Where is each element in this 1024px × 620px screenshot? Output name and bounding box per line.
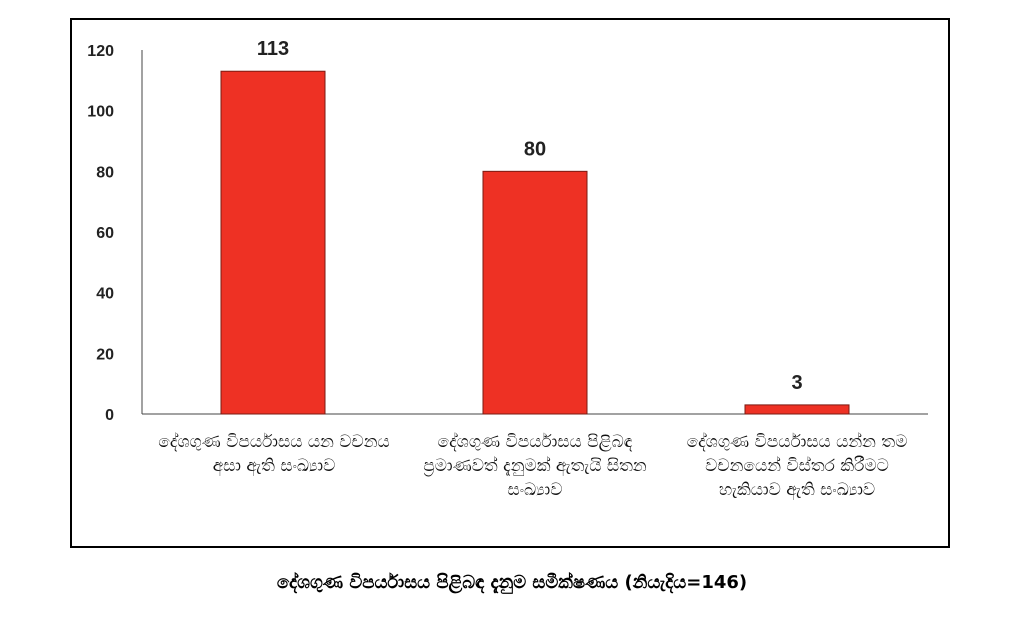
x-category-label-2: දේශගුණ විපර්යාසය පිළිබඳ ප්‍රමාණවත් දැනුම… [423,432,647,500]
bar-2 [482,170,588,415]
bar-1 [220,70,326,415]
chart-frame: 0 20 40 60 80 100 120 113 80 3 දේශගුණ විපර්යාසය ය… [70,18,950,548]
y-tick-label-0: 0 [105,407,114,424]
x-category-label-3: දේශගුණ විපර්යාසය යන්න තම වචනයෙන් විස්තර … [686,432,908,500]
data-label-3: 3 [791,372,802,394]
data-label-2: 80 [524,138,546,160]
y-tick-label-40: 40 [96,286,114,303]
bar-chart: 0 20 40 60 80 100 120 113 80 3 [87,38,928,424]
y-tick-label-80: 80 [96,164,114,181]
y-tick-label-20: 20 [96,346,114,363]
y-tick-label-120: 120 [87,43,114,60]
y-tick-label-100: 100 [87,104,114,121]
chart-caption: දේශගුණ විපර්යාසය පිළිබඳ දැනුම සමීක්ෂණය (… [276,572,748,593]
x-category-label-1: දේශගුණ විපර්යාසය යන වචනය අසා ඇති සංඛ්‍යා… [158,432,390,476]
data-label-1: 113 [257,38,289,60]
y-tick-label-60: 60 [96,225,114,242]
bar-3 [744,404,850,415]
